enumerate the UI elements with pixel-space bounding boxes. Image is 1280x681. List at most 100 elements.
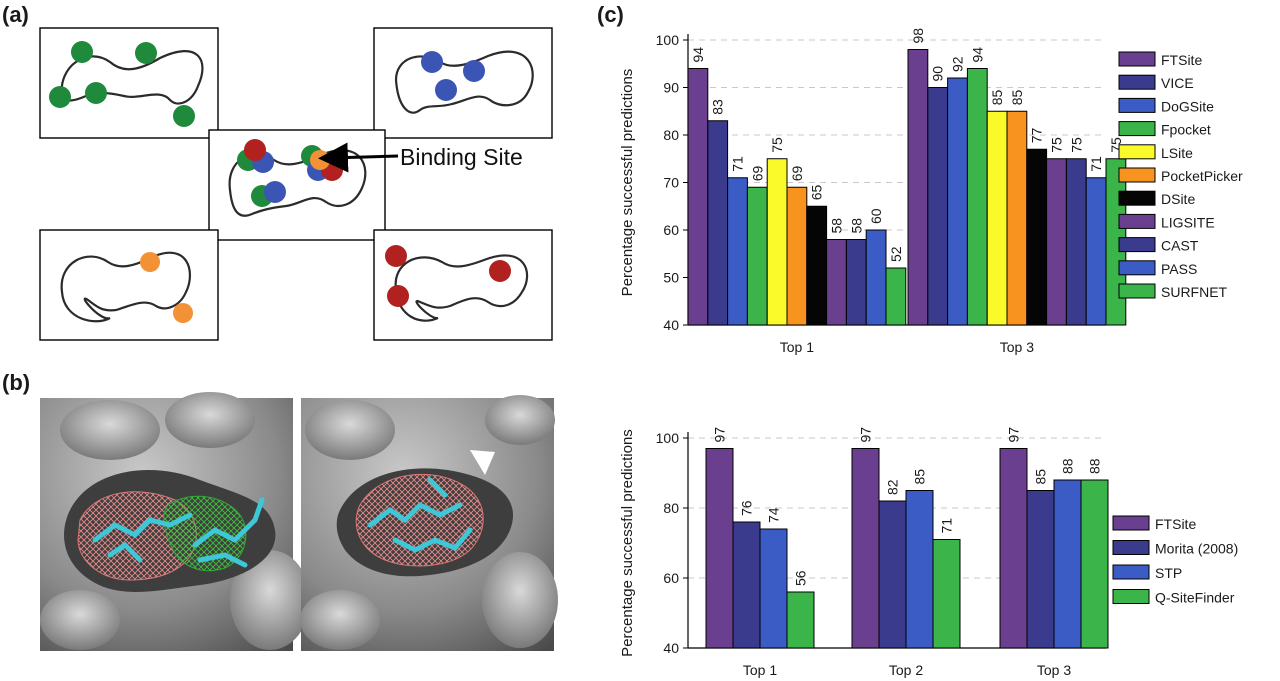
bar [786,591,815,649]
red-site-dot [489,260,511,282]
surface-render-panel [40,392,558,651]
legend-swatch [1118,190,1156,206]
bar [705,448,734,649]
legend-label: Morita (2008) [1155,541,1238,557]
legend-label: FTSite [1155,516,1196,532]
legend-swatch [1112,540,1150,555]
data-label: 52 [888,246,904,262]
data-label: 88 [1087,458,1103,474]
y-tick-label: 100 [656,430,680,446]
bar [878,500,907,649]
legend-label: VICE [1161,75,1194,91]
binding-site-diagram: Binding Site [39,27,553,341]
legend-swatch [1112,564,1150,580]
data-label: 69 [789,165,805,181]
legend-label: FTSite [1161,52,1202,68]
green-site-dot [49,86,71,108]
data-label: 71 [730,156,746,172]
y-tick-label: 70 [663,175,679,191]
legend-label: STP [1155,565,1182,581]
green-site-dot [135,42,157,64]
data-label: 85 [1033,469,1049,485]
legend-swatch [1118,97,1156,113]
data-label: 69 [749,165,765,181]
y-tick-label: 80 [663,127,679,143]
green-site-dot [85,82,107,104]
category-label: Top 3 [1000,339,1034,355]
red-site-dot [387,285,409,307]
legend-label: PocketPicker [1161,168,1243,184]
data-label: 65 [809,184,825,200]
data-label: 94 [969,47,985,63]
y-tick-label: 80 [663,500,679,516]
y-tick-label: 50 [663,270,679,286]
legend-label: Q-SiteFinder [1155,590,1235,606]
y-tick-label: 40 [663,317,679,333]
blue-site-dot [421,51,443,73]
data-label: 60 [868,208,884,224]
legend-swatch [1118,144,1156,160]
green-site-dot [173,105,195,127]
legend-label: LIGSITE [1161,214,1215,230]
legend-swatch [1118,51,1156,67]
blue-site-dot [463,60,485,82]
blue-site-dot [435,79,457,101]
legend-label: PASS [1161,261,1197,277]
data-label: 83 [710,99,726,115]
data-label: 56 [793,570,809,586]
data-label: 75 [1049,137,1065,153]
legend-label: SURFNET [1161,284,1228,300]
y-tick-label: 100 [656,32,680,48]
data-label: 58 [829,218,845,234]
data-label: 97 [712,427,728,443]
data-label: 85 [912,469,928,485]
y-axis-label: Percentage successful predictions [619,69,636,297]
legend-swatch [1118,121,1156,137]
legend-label: Fpocket [1161,122,1211,138]
diagram-box-bottom-right [373,229,553,341]
legend-swatch [1118,74,1156,90]
legend-swatch [1118,213,1156,229]
green-sites [49,41,195,127]
data-label: 75 [769,137,785,153]
y-tick-label: 40 [663,640,679,656]
bar [1053,479,1082,649]
ligand-sticks [92,497,265,568]
diagram-box-top-left [39,27,219,139]
legend-swatch [1118,283,1156,299]
blue-site-dot [264,181,286,203]
legend-swatch [1118,260,1156,276]
legend-label: DSite [1161,191,1195,207]
blue-sites [421,51,485,101]
category-label: Top 3 [1037,662,1071,678]
data-label: 85 [989,89,1005,105]
red-sites [385,245,511,307]
bar [932,539,961,649]
surface-render-right [300,395,558,651]
surface-render-left [40,392,310,651]
data-label: 71 [939,518,955,534]
data-label: 71 [1088,156,1104,172]
green-site-dot [71,41,93,63]
panel-label-a: (a) [2,2,29,27]
data-label: 75 [1068,137,1084,153]
data-label: 90 [930,66,946,82]
y-axis-label: Percentage successful predictions [619,429,636,657]
legend-swatch [1118,237,1156,253]
data-label: 88 [1060,458,1076,474]
category-label: Top 2 [889,662,923,678]
red-site-dot [244,139,266,161]
data-label: 98 [910,28,926,44]
legend-label: LSite [1161,145,1193,161]
y-tick-label: 60 [663,222,679,238]
orange-sites [140,252,193,323]
bar [851,448,880,649]
legend-swatch [1112,589,1150,604]
legend-swatch [1118,167,1156,183]
legend-label: DoGSite [1161,98,1214,114]
legend-swatch [1112,515,1150,531]
bar [759,528,788,649]
data-label: 77 [1029,127,1045,143]
legend-label: CAST [1161,238,1199,254]
